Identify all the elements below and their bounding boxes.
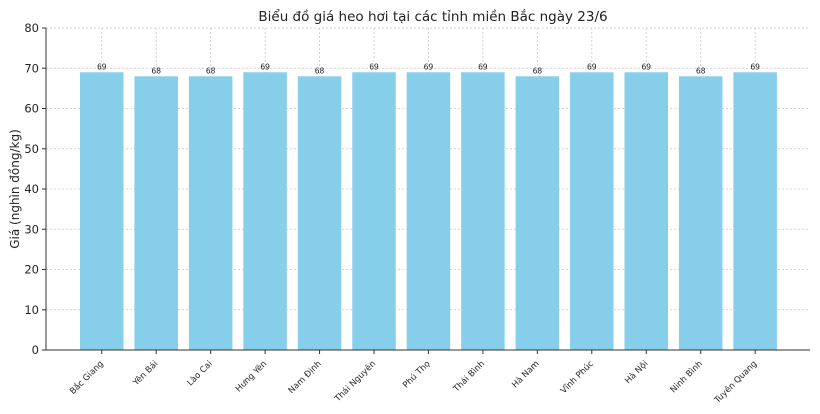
x-tick-label: Vĩnh Phúc (559, 359, 596, 396)
data-label: 69 (478, 62, 488, 71)
bar (406, 72, 451, 351)
chart-title: Biểu đồ giá heo hơi tại các tỉnh miền Bắ… (258, 8, 607, 25)
y-tick-label: 60 (24, 102, 39, 116)
x-tick-label: Hà Nội (623, 358, 651, 386)
y-tick-label: 50 (24, 142, 39, 156)
data-label: 69 (424, 62, 434, 71)
x-tick-label: Hà Nam (510, 359, 541, 390)
y-tick-label: 80 (24, 21, 39, 35)
x-tick-label: Nam Định (287, 359, 324, 396)
x-tick-label: Ninh Bình (669, 359, 705, 395)
x-tick-label: Tuyên Quang (711, 358, 759, 406)
data-label: 69 (750, 62, 760, 71)
data-label: 69 (369, 62, 379, 71)
data-label: 68 (533, 66, 543, 75)
bar (188, 76, 233, 351)
bar (297, 76, 342, 351)
data-label: 69 (641, 62, 651, 71)
bar (678, 76, 723, 351)
y-axis-label: Giá (nghìn đồng/kg) (8, 129, 22, 249)
bar (80, 72, 124, 351)
y-tick-label: 10 (24, 303, 39, 317)
bar (570, 72, 614, 351)
bar (352, 72, 396, 351)
bar (733, 72, 777, 351)
data-label: 69 (97, 62, 107, 71)
y-tick-label: 40 (24, 182, 39, 196)
x-tick-label: Thái Nguyên (332, 358, 378, 404)
x-tick-label: Yên Bái (130, 358, 160, 388)
data-label: 68 (206, 66, 216, 75)
data-label: 68 (315, 66, 325, 75)
bar (461, 72, 505, 351)
data-label: 68 (696, 66, 706, 75)
y-tick-label: 30 (24, 222, 39, 236)
x-tick-label: Thái Bình (451, 359, 487, 395)
data-label: 69 (587, 62, 597, 71)
bar (515, 76, 560, 351)
x-tick-label: Hưng Yên (233, 358, 269, 394)
data-label: 68 (151, 66, 161, 75)
axes (42, 27, 810, 354)
y-tick-label: 0 (32, 343, 39, 357)
bar (624, 72, 668, 351)
y-tick-label: 20 (24, 263, 39, 277)
x-tick-label: Bắc Giang (67, 358, 105, 396)
x-tick-label: Phú Thọ (401, 359, 432, 390)
data-label: 69 (260, 62, 270, 71)
y-tick-label: 70 (24, 61, 39, 75)
bars (80, 72, 777, 351)
bar (243, 72, 287, 351)
bar (134, 76, 178, 351)
x-tick-label: Lào Cai (186, 359, 215, 388)
